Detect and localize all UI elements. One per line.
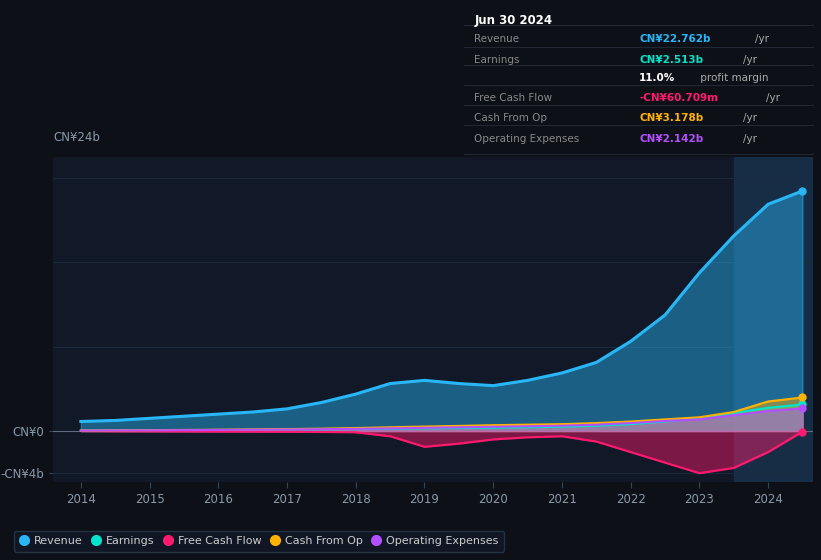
Text: Earnings: Earnings	[475, 55, 520, 65]
Text: profit margin: profit margin	[697, 73, 768, 83]
Text: Operating Expenses: Operating Expenses	[475, 134, 580, 144]
Text: /yr: /yr	[767, 93, 781, 103]
Text: Jun 30 2024: Jun 30 2024	[475, 14, 553, 27]
Text: -CN¥60.709m: -CN¥60.709m	[639, 93, 718, 103]
Bar	[734, 157, 813, 482]
Text: /yr: /yr	[743, 55, 757, 65]
Text: 11.0%: 11.0%	[639, 73, 676, 83]
Text: CN¥2.142b: CN¥2.142b	[639, 134, 704, 144]
Text: /yr: /yr	[743, 134, 757, 144]
Text: /yr: /yr	[743, 113, 757, 123]
Text: Revenue: Revenue	[475, 34, 520, 44]
Text: CN¥24b: CN¥24b	[53, 131, 100, 144]
Text: CN¥22.762b: CN¥22.762b	[639, 34, 711, 44]
Text: CN¥3.178b: CN¥3.178b	[639, 113, 704, 123]
Legend: Revenue, Earnings, Free Cash Flow, Cash From Op, Operating Expenses: Revenue, Earnings, Free Cash Flow, Cash …	[14, 530, 504, 552]
Text: /yr: /yr	[754, 34, 768, 44]
Text: Cash From Op: Cash From Op	[475, 113, 548, 123]
Text: Free Cash Flow: Free Cash Flow	[475, 93, 553, 103]
Text: CN¥2.513b: CN¥2.513b	[639, 55, 704, 65]
